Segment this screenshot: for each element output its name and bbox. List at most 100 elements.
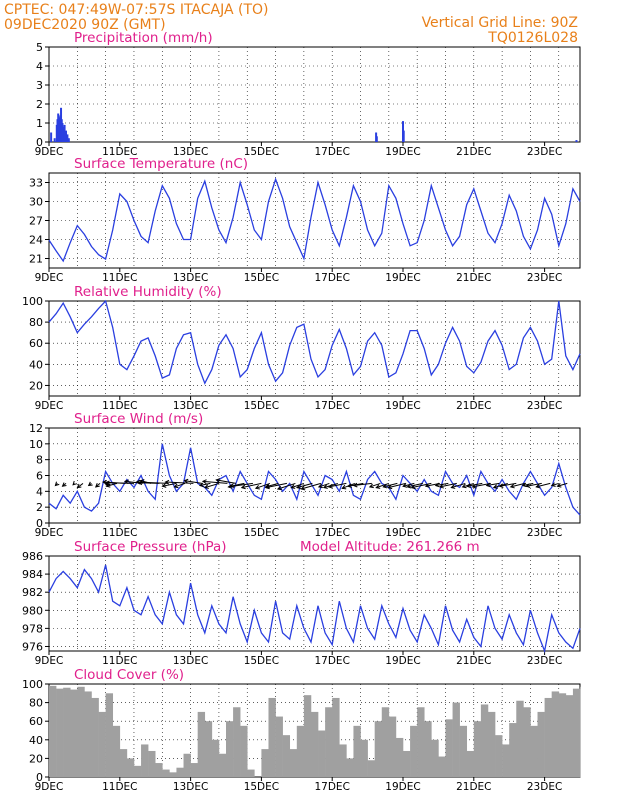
cloud-cover-area-bar — [459, 725, 468, 777]
cloud-cover-area-bar — [509, 723, 517, 777]
surface-temperature-ytick-label: 27 — [29, 215, 43, 228]
cloud-cover-area-bar — [183, 753, 191, 777]
cloud-cover-area-bar — [558, 693, 567, 777]
precipitation-xtick-label: 11DEC — [102, 146, 137, 158]
wind-arrow-head — [164, 479, 170, 485]
cloud-cover-area-bar — [523, 707, 531, 777]
surface-pressure-frame — [48, 555, 581, 652]
wind-arrow-shaft — [403, 482, 415, 487]
cloud-cover-area-bar — [346, 758, 354, 777]
wind-arrow-head — [276, 485, 282, 491]
surface-wind-ytick-label: 2 — [36, 501, 43, 514]
cloud-cover-ytick-label: 80 — [29, 697, 43, 710]
surface-pressure-ytick-label: 986 — [22, 550, 43, 563]
relative-humidity-frame — [48, 300, 581, 397]
wind-arrow-head — [424, 483, 430, 488]
cloud-cover-area-bar — [197, 711, 206, 777]
relative-humidity-xtick-label: 17DEC — [314, 400, 349, 412]
relative-humidity-ytick-label: 40 — [29, 358, 43, 371]
cloud-cover-area-bar — [388, 716, 397, 777]
precipitation-ytick-label: 2 — [36, 98, 43, 111]
relative-humidity-ytick-label: 20 — [29, 379, 43, 392]
cloud-cover-xtick-label: 23DEC — [527, 781, 562, 793]
surface-temperature-ytick-label: 24 — [29, 234, 43, 247]
precipitation-bar — [402, 130, 405, 142]
precipitation-xtick-label: 17DEC — [314, 146, 349, 158]
wind-arrow-head — [227, 484, 233, 489]
precipitation-ytick-label: 3 — [36, 79, 43, 92]
surface-pressure-xtick-label: 21DEC — [456, 655, 491, 667]
cloud-cover-area-bar — [247, 769, 255, 777]
relative-humidity-ytick-label: 100 — [22, 295, 43, 308]
wind-arrow-shaft — [230, 482, 245, 487]
wind-arrow-shaft — [551, 482, 559, 486]
cloud-cover-area-bar — [141, 744, 149, 777]
cloud-cover-area-bar — [551, 691, 560, 777]
cloud-cover-area-bar — [148, 750, 156, 777]
cloud-cover-xtick-label: 15DEC — [244, 781, 279, 793]
wind-arrow-head — [327, 483, 333, 489]
precipitation-ytick-label: 0 — [36, 136, 43, 149]
precipitation-bar — [375, 136, 378, 142]
wind-arrow-shaft — [510, 482, 525, 488]
wind-arrow-head — [521, 482, 527, 488]
wind-arrow-head — [341, 484, 347, 490]
wind-arrow-shaft — [451, 482, 466, 489]
wind-arrow-head — [525, 483, 531, 488]
surface-temperature-ytick-label: 21 — [29, 253, 43, 266]
cloud-cover-area-bar — [544, 697, 552, 777]
cloud-cover-area-bar — [261, 749, 269, 777]
precipitation-bar — [64, 130, 67, 142]
wind-arrow-head — [406, 483, 412, 489]
relative-humidity-ytick-label: 80 — [29, 316, 43, 329]
wind-arrow-head — [102, 479, 107, 485]
wind-arrow-head — [201, 479, 207, 484]
surface-wind-xtick-label: 13DEC — [173, 527, 208, 539]
wind-arrow-shaft — [265, 482, 287, 489]
cloud-cover-area-bar — [445, 719, 453, 777]
wind-arrow-shaft — [435, 482, 449, 487]
cloud-cover-area-bar — [339, 744, 347, 777]
surface-wind-ytick-label: 8 — [36, 454, 43, 467]
relative-humidity-xtick-label: 21DEC — [456, 400, 491, 412]
wind-arrow-head — [295, 484, 301, 490]
wind-arrow-head — [387, 484, 393, 490]
cloud-cover-area-bar — [310, 711, 319, 777]
wind-arrow-head — [382, 483, 388, 489]
precipitation-xtick-label: 9DEC — [35, 146, 64, 158]
cloud-cover-area-bar — [296, 725, 305, 777]
header-run-date: 09DEC2020 90Z (GMT) — [4, 17, 166, 33]
cloud-cover-area-bar — [367, 760, 375, 777]
surface-temperature-xtick-label: 23DEC — [527, 272, 562, 284]
cloud-cover-area-bar — [49, 685, 57, 777]
surface-wind-ytick-label: 0 — [36, 517, 43, 530]
surface-wind-xtick-label: 23DEC — [527, 527, 562, 539]
surface-pressure-xtick-label: 11DEC — [102, 655, 137, 667]
wind-arrow-head — [161, 483, 167, 488]
wind-arrow-head — [434, 482, 440, 488]
wind-arrow-head — [465, 483, 471, 488]
precipitation-ytick-label: 4 — [36, 60, 43, 73]
cloud-cover-xtick-label: 9DEC — [35, 781, 64, 793]
wind-arrow-shaft — [255, 482, 271, 489]
surface-temperature-xtick-label: 15DEC — [244, 272, 279, 284]
wind-arrow-shaft — [165, 481, 194, 484]
surface-pressure-xtick-label: 19DEC — [385, 655, 420, 667]
surface-temperature-xtick-label: 11DEC — [102, 272, 137, 284]
surface-temperature-xtick-label: 21DEC — [456, 272, 491, 284]
surface-temperature-frame — [48, 172, 581, 269]
wind-arrow-head — [485, 482, 491, 488]
precipitation-frame — [48, 46, 581, 143]
cloud-cover-area-bar — [204, 721, 213, 777]
wind-arrow-head — [535, 483, 541, 489]
precipitation-bar — [575, 140, 578, 142]
cloud-cover-area-bar — [438, 756, 446, 777]
wind-arrow-head — [492, 484, 498, 489]
wind-arrow-shaft — [486, 482, 500, 487]
cloud-cover-area-bar — [410, 725, 418, 777]
cloud-cover-area-bar — [572, 688, 581, 777]
wind-arrow-head — [61, 482, 67, 487]
surface-wind-frame — [48, 427, 581, 524]
wind-arrow-head — [509, 483, 515, 489]
surface-temperature-xtick-label: 9DEC — [35, 272, 64, 284]
